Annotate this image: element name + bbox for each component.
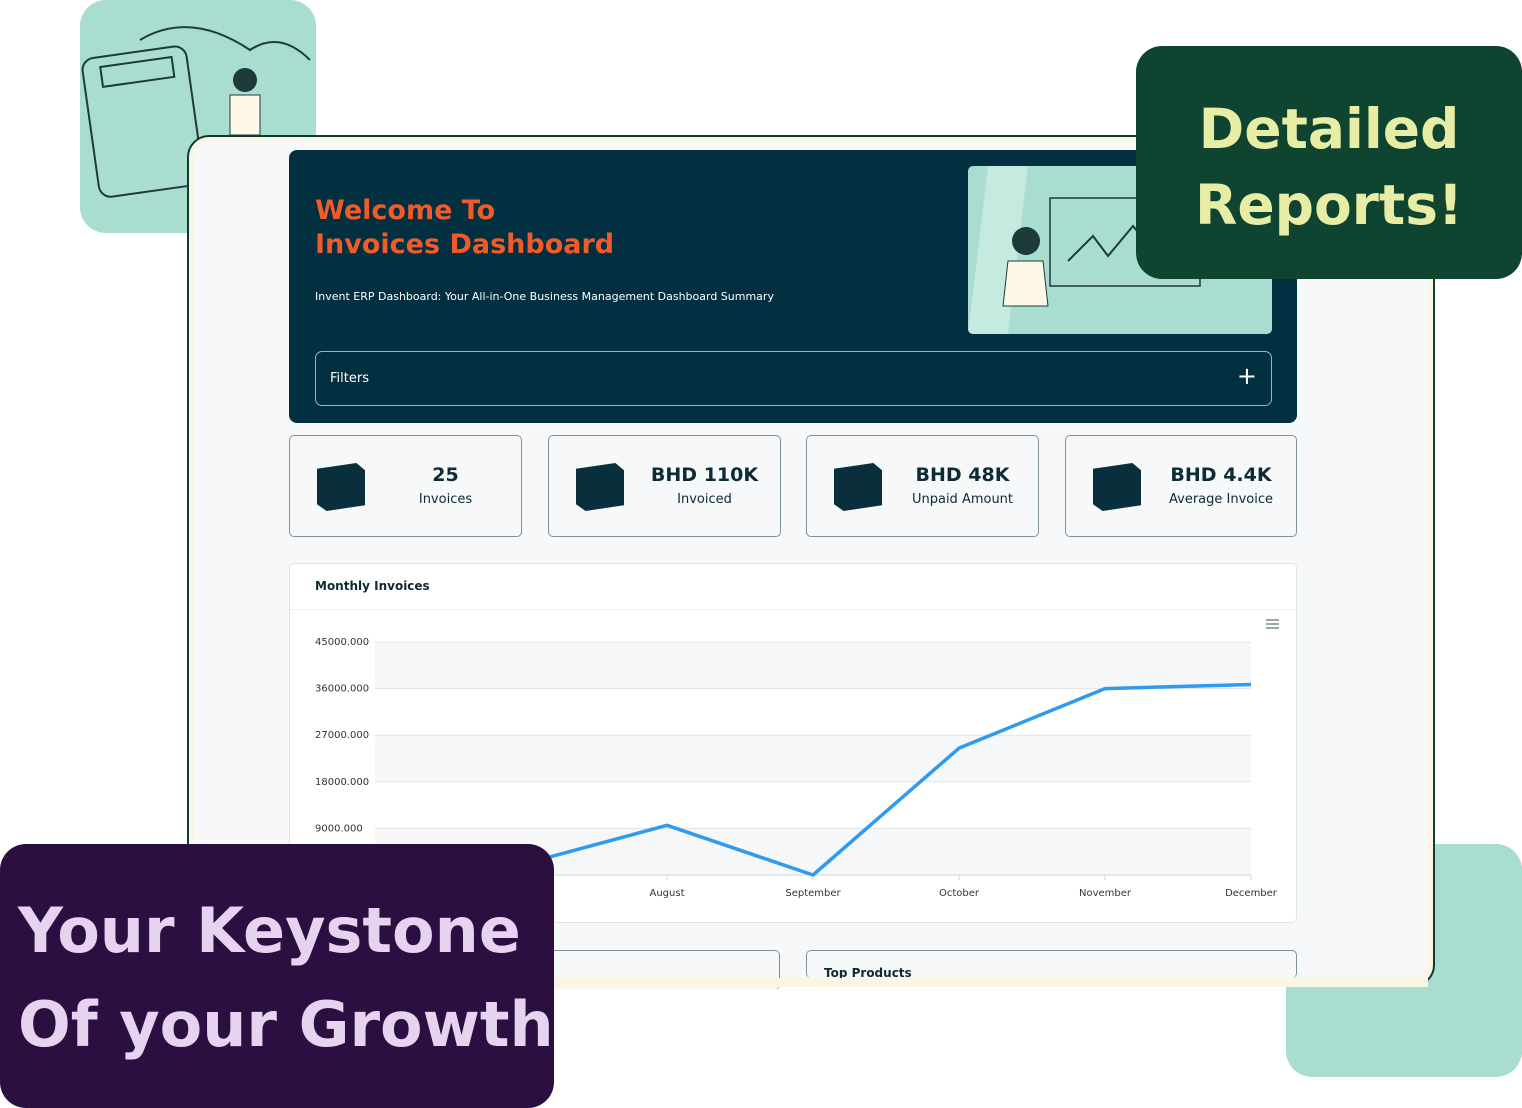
- y-tick-label: 9000.000: [315, 823, 363, 834]
- filters-label: Filters: [330, 371, 369, 386]
- kpi-value: 25: [432, 464, 459, 486]
- kpi-value: BHD 4.4K: [1170, 464, 1272, 486]
- chart: 9000.000 18000.000 27000.000 36000.000 45000…: [315, 619, 1279, 899]
- badge-keystone: Your Keystone Of your Growth: [0, 844, 554, 1108]
- menu-icon[interactable]: [1266, 619, 1279, 629]
- kpi-card: 25 Invoices: [289, 435, 522, 537]
- grid-band: [375, 642, 1251, 689]
- x-tick-label: December: [1225, 888, 1278, 899]
- grid-band: [375, 735, 1251, 782]
- kpi-icon: [317, 463, 365, 511]
- x-tick-label: November: [1079, 888, 1132, 899]
- kpi-value: BHD 110K: [650, 464, 759, 486]
- y-tick-label: 18000.000: [315, 777, 369, 788]
- kpi-icon: [834, 463, 882, 511]
- kpi-label: Invoices: [418, 492, 473, 507]
- frame-edge: [194, 978, 1428, 987]
- kpi-card: BHD 48K Unpaid Amount: [806, 435, 1039, 537]
- divider: [290, 609, 1296, 610]
- y-tick-label: 36000.000: [315, 684, 369, 695]
- badge-detailed: Detailed Reports!: [1136, 46, 1522, 279]
- expand-icon[interactable]: +: [1236, 362, 1257, 390]
- header-panel: Welcome To Invoices Dashboard Invent ERP…: [289, 150, 1297, 423]
- badge-text: Your Keystone: [18, 894, 521, 967]
- header-subtitle: Invent ERP Dashboard: Your All-in-One Bu…: [315, 290, 774, 303]
- kpi-icon: [1093, 463, 1141, 511]
- kpi-label: Average Invoice: [1169, 492, 1273, 507]
- kpi-icon: [576, 463, 624, 511]
- chart-title: Monthly Invoices: [315, 579, 430, 593]
- x-tick-label: October: [939, 888, 980, 899]
- header-title: Invoices Dashboard: [315, 229, 615, 260]
- x-tick-label: September: [785, 888, 841, 899]
- badge-text: Reports!: [1194, 173, 1464, 237]
- kpi-card: BHD 4.4K Average Invoice: [1065, 435, 1297, 537]
- x-tick-label: August: [650, 888, 685, 899]
- kpi-label: Unpaid Amount: [911, 492, 1014, 507]
- kpi-value: BHD 48K: [915, 464, 1010, 486]
- card-title: Top Products: [824, 966, 912, 978]
- filters-bar[interactable]: Filters +: [315, 351, 1272, 406]
- bottom-card: Top Products: [806, 950, 1297, 978]
- badge-text: Detailed: [1198, 97, 1460, 161]
- y-tick-label: 45000.000: [315, 637, 369, 648]
- kpi-card: BHD 110K Invoiced: [548, 435, 781, 537]
- kpi-label: Invoiced: [677, 492, 732, 507]
- y-tick-label: 27000.000: [315, 730, 369, 741]
- badge-text: Of your Growth: [18, 988, 554, 1061]
- header-title: Welcome To: [315, 195, 496, 226]
